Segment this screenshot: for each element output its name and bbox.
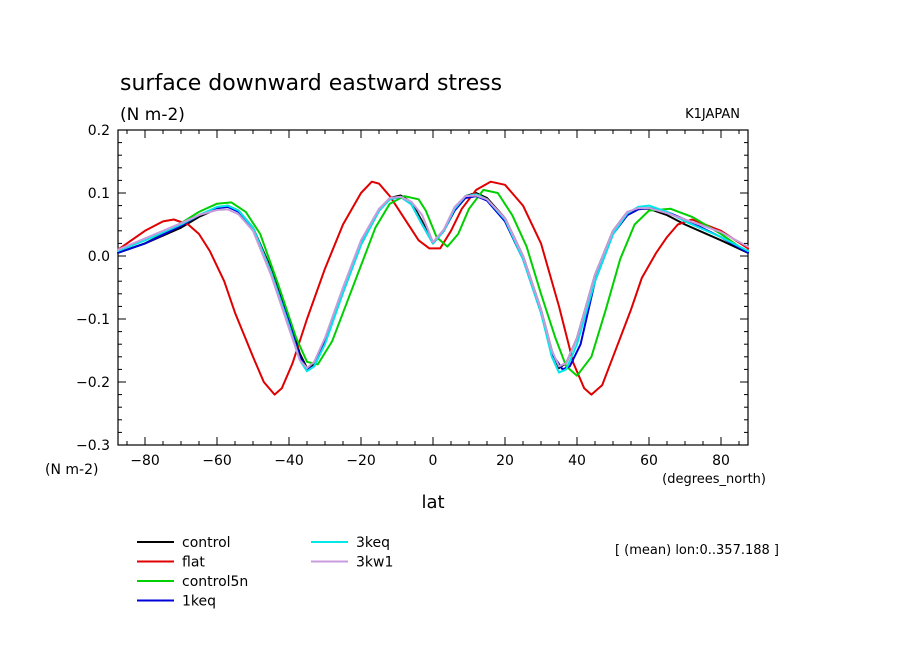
legend-label-control: control (182, 535, 231, 551)
y-tick-label: −0.2 (76, 375, 110, 391)
x-tick-label: −20 (346, 453, 376, 469)
model-label: K1JAPAN (685, 107, 740, 122)
y-tick-label: 0.0 (88, 249, 110, 265)
x-tick-label: −40 (274, 453, 304, 469)
x-axis-units: (degrees_north) (662, 472, 766, 487)
y-axis-units: (N m-2) (45, 462, 98, 478)
y-tick-label: 0.1 (88, 186, 110, 202)
legend-label-flat: flat (182, 555, 205, 571)
x-tick-label: 0 (429, 453, 438, 469)
tick-layer: −80 −60 −40 −20 0 20 40 60 80 −0.3 −0.2 −0.1 0.0 0.1 0… (76, 123, 748, 469)
plot-frame (117, 129, 749, 446)
plot-area: −80 −60 −40 −20 0 20 40 60 80 −0.3 −0.2 −0.1 0.0 0.1 0… (76, 123, 749, 469)
legend-label-control5n: control5n (182, 574, 248, 590)
x-tick-label: 40 (568, 453, 586, 469)
x-tick-label: 60 (640, 453, 658, 469)
y-tick-label: −0.1 (76, 312, 110, 328)
legend-label-3keq: 3keq (356, 535, 390, 551)
chart-title: surface downward eastward stress (120, 71, 502, 96)
x-axis-label: lat (421, 492, 444, 513)
x-tick-label: 80 (712, 453, 730, 469)
y-tick-label: −0.3 (76, 438, 110, 454)
legend: control flat control5n 1keq 3keq 3kw1 (137, 535, 393, 610)
series-line-control (117, 192, 749, 370)
x-tick-label: −80 (130, 453, 160, 469)
series-line-control5n (117, 188, 749, 377)
y-tick-label: 0.2 (88, 123, 110, 139)
legend-label-1keq: 1keq (182, 594, 216, 610)
x-tick-label: 20 (496, 453, 514, 469)
x-tick-label: −60 (202, 453, 232, 469)
series-layer (117, 180, 749, 396)
series-line-3kw1 (117, 194, 749, 370)
legend-label-3kw1: 3kw1 (356, 555, 393, 571)
mean-note: [ (mean) lon:0..357.188 ] (615, 543, 779, 558)
chart-units: (N m-2) (120, 105, 185, 125)
series-line-3keq (117, 193, 749, 374)
series-line-flat (117, 180, 749, 396)
series-line-1keq (117, 195, 749, 371)
